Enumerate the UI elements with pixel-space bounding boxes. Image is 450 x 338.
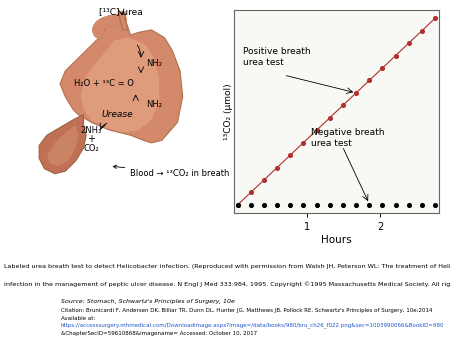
Point	[392, 53, 399, 58]
Point	[326, 202, 333, 208]
Point	[392, 202, 399, 208]
Text: Negative breath
urea test: Negative breath urea test	[311, 128, 384, 148]
Text: Positive breath
urea test: Positive breath urea test	[243, 47, 310, 67]
Point	[261, 177, 268, 183]
Point	[287, 152, 294, 158]
Text: NH₂: NH₂	[146, 100, 162, 109]
Text: &ChapterSecID=59610868&imagename= Accessed: October 10, 2017: &ChapterSecID=59610868&imagename= Access…	[61, 331, 257, 336]
Point	[432, 202, 439, 208]
X-axis label: Hours: Hours	[321, 235, 352, 245]
Point	[352, 202, 360, 208]
Text: +: +	[87, 134, 95, 144]
Point	[379, 65, 386, 71]
Point	[234, 202, 241, 208]
Text: Source: Stomach, Schwartz's Principles of Surgery, 10e: Source: Stomach, Schwartz's Principles o…	[61, 299, 234, 304]
Point	[261, 202, 268, 208]
Text: Labeled urea breath test to detect Helicobacter infection. (Reproduced with perm: Labeled urea breath test to detect Helic…	[4, 264, 450, 269]
Text: Citation: Brunicardi F, Andersen DK, Billiar TR, Dunn DL, Hunter JG, Matthews JB: Citation: Brunicardi F, Andersen DK, Bil…	[61, 308, 432, 313]
Text: Mc
Graw
Hill: Mc Graw Hill	[16, 298, 38, 329]
Point	[432, 16, 439, 21]
Point	[418, 202, 426, 208]
Point	[247, 190, 254, 195]
Point	[287, 202, 294, 208]
Point	[300, 140, 307, 145]
Polygon shape	[47, 125, 78, 166]
Text: Blood → ¹³CO₂ in breath: Blood → ¹³CO₂ in breath	[113, 165, 230, 178]
Point	[234, 202, 241, 208]
Point	[379, 202, 386, 208]
Point	[274, 202, 281, 208]
Point	[300, 202, 307, 208]
Point	[247, 202, 254, 208]
Text: infection in the management of peptic ulcer disease. N Engl J Med 333:984, 1995.: infection in the management of peptic ul…	[4, 281, 450, 287]
Point	[339, 202, 346, 208]
Text: [¹³C] urea: [¹³C] urea	[99, 7, 143, 16]
Text: 2NH₃: 2NH₃	[81, 125, 102, 135]
Polygon shape	[39, 115, 86, 174]
Polygon shape	[60, 12, 183, 143]
Y-axis label: ¹³CO₂ (μmol): ¹³CO₂ (μmol)	[224, 83, 233, 140]
Text: H₂O + ¹³C = O: H₂O + ¹³C = O	[74, 79, 135, 88]
Point	[313, 202, 320, 208]
Point	[405, 41, 412, 46]
Text: Urease: Urease	[102, 110, 133, 119]
Text: Education: Education	[14, 328, 40, 333]
Point	[352, 90, 360, 96]
Text: Available at:: Available at:	[61, 316, 95, 321]
Text: https://accesssurgery.mhmedical.com/Downloadimage.aspx?image=/data/books/980/bru: https://accesssurgery.mhmedical.com/Down…	[61, 323, 444, 329]
Point	[274, 165, 281, 170]
Point	[418, 28, 426, 33]
Point	[339, 103, 346, 108]
Point	[405, 202, 412, 208]
Polygon shape	[119, 12, 128, 30]
Text: CO₂: CO₂	[84, 144, 99, 152]
Point	[366, 78, 373, 83]
Point	[366, 202, 373, 208]
Polygon shape	[81, 38, 159, 132]
Point	[313, 127, 320, 133]
Text: NH₂: NH₂	[146, 59, 162, 68]
Point	[326, 115, 333, 120]
